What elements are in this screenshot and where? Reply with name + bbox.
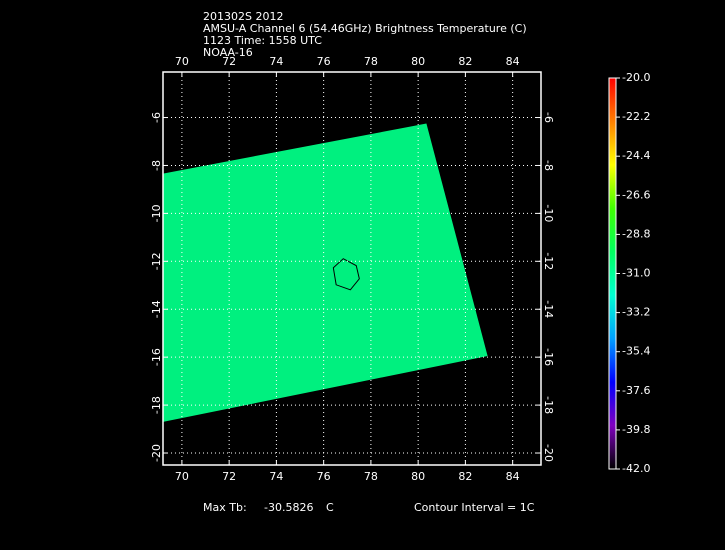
- colorbar-label: -42.0: [622, 462, 650, 475]
- footer-unit: C: [326, 501, 334, 514]
- y-tick-label: -10: [150, 204, 163, 222]
- colorbar-label: -26.6: [622, 188, 650, 201]
- x-tick-label: 74: [269, 55, 283, 68]
- y-tick-label: -6: [542, 112, 555, 123]
- x-tick-label: 82: [458, 470, 472, 483]
- x-tick-label: 72: [222, 470, 236, 483]
- y-tick-label: -14: [150, 300, 163, 318]
- footer-label: Max Tb:: [203, 501, 247, 514]
- colorbar-label: -24.4: [622, 149, 650, 162]
- plot-frame: [162, 71, 542, 466]
- x-tick-label: 74: [269, 470, 283, 483]
- colorbar-label: -37.6: [622, 384, 650, 397]
- x-tick-label: 72: [222, 55, 236, 68]
- colorbar-label: -39.8: [622, 423, 650, 436]
- y-tick-label: -16: [542, 348, 555, 366]
- title-line: NOAA-16: [203, 46, 253, 59]
- colorbar-label: -33.2: [622, 306, 650, 319]
- y-tick-label: -14: [542, 300, 555, 318]
- y-tick-label: -8: [542, 160, 555, 171]
- colorbar: [608, 77, 617, 470]
- footer-value: -30.5826: [264, 501, 313, 514]
- y-tick-label: -18: [542, 396, 555, 414]
- y-tick-label: -20: [150, 444, 163, 462]
- x-tick-label: 70: [175, 55, 189, 68]
- y-tick-label: -16: [150, 348, 163, 366]
- x-tick-label: 80: [411, 55, 425, 68]
- x-tick-label: 84: [506, 55, 520, 68]
- footer-contour: Contour Interval = 1C: [414, 501, 535, 514]
- title-line: AMSU-A Channel 6 (54.46GHz) Brightness T…: [203, 22, 527, 35]
- y-tick-label: -6: [150, 112, 163, 123]
- x-tick-label: 76: [317, 55, 331, 68]
- x-tick-label: 70: [175, 470, 189, 483]
- y-tick-label: -12: [150, 252, 163, 270]
- y-tick-label: -20: [542, 444, 555, 462]
- colorbar-label: -20.0: [622, 71, 650, 84]
- y-tick-label: -18: [150, 396, 163, 414]
- x-tick-label: 80: [411, 470, 425, 483]
- colorbar-label: -28.8: [622, 227, 650, 240]
- x-tick-label: 84: [506, 470, 520, 483]
- swath: [163, 123, 488, 422]
- x-tick-label: 82: [458, 55, 472, 68]
- x-tick-label: 76: [317, 470, 331, 483]
- title-line: 201302S 2012: [203, 10, 283, 23]
- colorbar-label: -22.2: [622, 110, 650, 123]
- y-tick-label: -8: [150, 160, 163, 171]
- y-tick-label: -10: [542, 204, 555, 222]
- x-tick-label: 78: [364, 55, 378, 68]
- contour: [332, 258, 360, 291]
- x-tick-label: 78: [364, 470, 378, 483]
- title-line: 1123 Time: 1558 UTC: [203, 34, 322, 47]
- colorbar-label: -31.0: [622, 267, 650, 280]
- y-tick-label: -12: [542, 252, 555, 270]
- colorbar-label: -35.4: [622, 345, 650, 358]
